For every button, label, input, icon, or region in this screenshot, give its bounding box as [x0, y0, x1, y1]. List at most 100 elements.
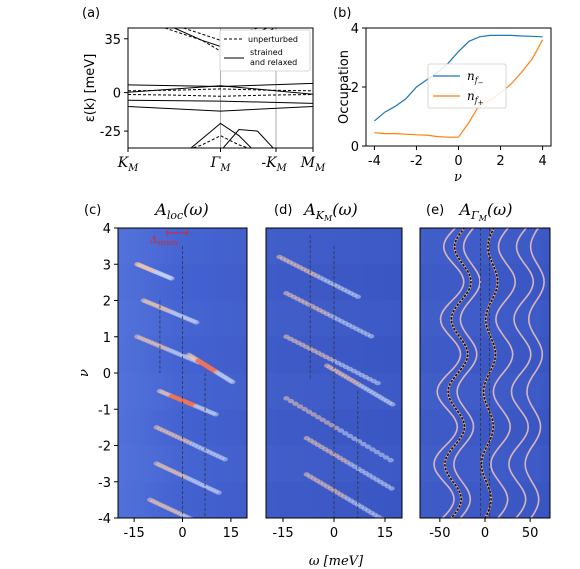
xtick-label-b: 4 [538, 154, 546, 169]
spectral-ridge-7 [203, 524, 209, 528]
panel-e: (e) AΓM(ω) -50 0 50 [419, 200, 551, 541]
panel-d-title: AKM(ω) [302, 200, 358, 223]
xtick-label-d: 15 [377, 526, 394, 541]
panel-b-xlabel: ν [454, 170, 462, 185]
spectral-ridge-4 [301, 406, 308, 412]
spectral-ridge-4 [351, 436, 358, 441]
panel-a-ylabel: ε(k) [meV] [83, 54, 98, 123]
panel-c-label: (c) [84, 203, 101, 218]
heatmap-band [420, 481, 550, 518]
band-unperturbed-1 [128, 94, 313, 97]
spectral-ridge-7 [193, 519, 199, 523]
spectral-ridge-4 [387, 457, 394, 463]
ytick-label-b: 0 [351, 140, 359, 155]
panel-a-legend: unperturbed strained and relaxed [219, 29, 311, 72]
spectral-ridge-4 [373, 449, 381, 455]
spectral-ridge-1 [193, 320, 200, 325]
panel-e-label: (e) [426, 203, 444, 218]
panel-e-title: AΓM(ω) [458, 200, 513, 223]
ytick-label-c: 3 [103, 258, 111, 273]
xtick-label-b: -4 [368, 154, 381, 169]
spectral-ridge-5 [388, 486, 395, 491]
ytick-label-a: 35 [104, 33, 121, 48]
panel-e-ticks: -50 0 50 [429, 518, 538, 541]
panel-d-plot-area [266, 228, 402, 518]
ytick-label-c: 2 [103, 295, 111, 310]
ytick-label-c: 1 [103, 331, 111, 346]
xtick-label-a: MM [300, 155, 326, 174]
ytick-label-a: 0 [113, 87, 121, 102]
spectral-ridge-7 [195, 520, 201, 524]
xtick-label-c: -15 [124, 526, 145, 541]
ytick-label-c: -2 [98, 440, 111, 455]
band-strained-1 [128, 99, 313, 104]
xtick-label-c: 15 [223, 526, 240, 541]
legend-label-unperturbed: unperturbed [248, 35, 298, 44]
spectral-curve-3 [508, 228, 535, 518]
ytick-label-c: 4 [103, 222, 111, 237]
ytick-label-c: 0 [103, 367, 111, 382]
panel-d: (d) AKM(ω) -15 0 15 [265, 200, 403, 541]
spectral-curve-2 [490, 228, 517, 518]
ytick-label-a: -25 [100, 125, 121, 140]
ytick-label-c: -3 [98, 476, 111, 491]
spectral-ridge-4 [355, 439, 363, 444]
spectral-ridge-5 [221, 457, 228, 462]
panel-b-ylabel: Occupation [337, 50, 352, 124]
ytick-label-c: -1 [98, 403, 111, 418]
spectral-ridge-4 [333, 425, 340, 431]
spectral-ridge-4 [212, 412, 219, 417]
spectral-curve-0 [433, 228, 465, 518]
spectral-curve-1 [453, 228, 481, 518]
band-strained-6 [128, 106, 313, 112]
panel-d-label: (d) [274, 203, 292, 218]
spectral-ridge-7 [201, 523, 207, 527]
spectral-ridge-4 [314, 414, 322, 420]
band-strained-5 [222, 128, 274, 148]
shared-xlabel: ω [meV] [309, 554, 364, 569]
spectral-ridge-4 [346, 433, 354, 439]
spectral-ridge-4 [337, 428, 344, 433]
spectral-ridge-4 [324, 420, 331, 425]
xtick-label-a: -KM [261, 155, 287, 174]
spectral-ridge-1 [367, 334, 375, 339]
xtick-label-d: 0 [330, 526, 338, 541]
spectral-ridge-4 [360, 441, 367, 447]
spectral-ridge-4 [364, 444, 372, 449]
panel-b: (b) -4 -2 0 2 4 0 2 4 Occupation ν nf− nf+ [333, 6, 552, 185]
xtick-label-c: 0 [178, 526, 186, 541]
spectral-ridge-7 [206, 525, 212, 529]
ytick-label-b: 2 [351, 81, 359, 96]
spectral-ridge-4 [296, 404, 304, 409]
xtick-label-d: -15 [272, 526, 293, 541]
xtick-label-b: 0 [454, 154, 462, 169]
panel-b-plot-area [374, 34, 544, 138]
ytick-label-c: -4 [98, 512, 111, 527]
series-nf-plus-line [374, 39, 544, 138]
xtick-label-e: 0 [481, 526, 489, 541]
spectral-ridge-3 [229, 379, 236, 385]
panel-e-background [420, 228, 550, 518]
heatmap-band [420, 264, 550, 301]
legend-label-strained-line1: strained [250, 48, 283, 57]
panel-a-plot-area [128, 28, 313, 148]
band-strained-2 [128, 85, 313, 95]
spectral-ridge-4 [378, 452, 385, 457]
panel-a: (a) 35 0 -25 KM ΓM -KM MM ε(k) [meV] unperturb… [82, 6, 326, 174]
panel-d-ticks: -15 0 15 [272, 518, 393, 541]
panel-c-plot-area [118, 228, 247, 529]
xtick-label-b: 2 [496, 154, 504, 169]
spectral-ridge-4 [382, 455, 390, 460]
panel-c-ticks: -15 0 15 4 3 2 1 0 -1 -2 -3 -4 [98, 222, 239, 541]
band-strained-4 [190, 122, 253, 148]
spectral-ridge-4 [369, 447, 376, 452]
spectral-ridge-0 [354, 294, 361, 299]
panel-c-title: Aloc(ω) [153, 200, 208, 222]
legend-label-strained-line2: and relaxed [250, 58, 297, 67]
panel-e-plot-area [420, 228, 550, 518]
spectral-ridge-7 [198, 522, 204, 526]
heatmap-band [420, 228, 550, 265]
heatmap-band [420, 336, 550, 373]
